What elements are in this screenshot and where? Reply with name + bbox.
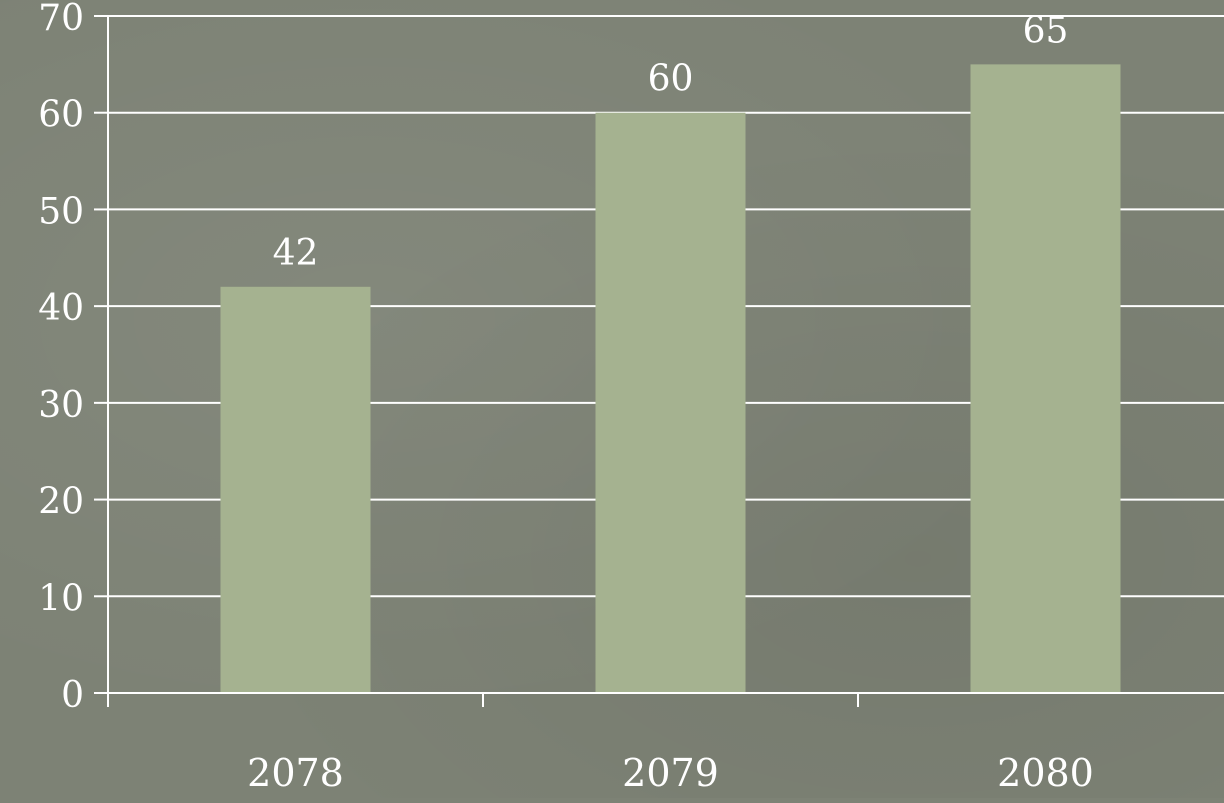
y-tick-label: 10 xyxy=(38,578,84,619)
bar-2079 xyxy=(595,112,746,693)
y-tick-label: 30 xyxy=(38,385,84,426)
data-label: 42 xyxy=(273,233,319,274)
x-tick-labels: 2078 2079 2080 xyxy=(247,751,1094,795)
x-tick-label: 2078 xyxy=(247,751,344,795)
bar-2078 xyxy=(220,286,371,693)
data-labels: 42 60 65 xyxy=(273,10,1069,273)
x-tick-label: 2080 xyxy=(997,751,1094,795)
bars xyxy=(220,64,1121,694)
y-tick-labels: 0 10 20 30 40 50 60 70 xyxy=(38,0,84,716)
axes xyxy=(94,15,1224,707)
x-tick-label: 2079 xyxy=(622,751,719,795)
y-tick-label: 0 xyxy=(61,675,84,716)
bar-2080 xyxy=(970,64,1121,694)
y-tick-label: 20 xyxy=(38,482,84,523)
data-label: 60 xyxy=(648,59,694,100)
y-tick-label: 70 xyxy=(38,0,84,39)
y-tick-label: 50 xyxy=(38,191,84,232)
y-tick-label: 40 xyxy=(38,288,84,329)
data-label: 65 xyxy=(1023,10,1069,51)
y-tick-label: 60 xyxy=(38,95,84,136)
